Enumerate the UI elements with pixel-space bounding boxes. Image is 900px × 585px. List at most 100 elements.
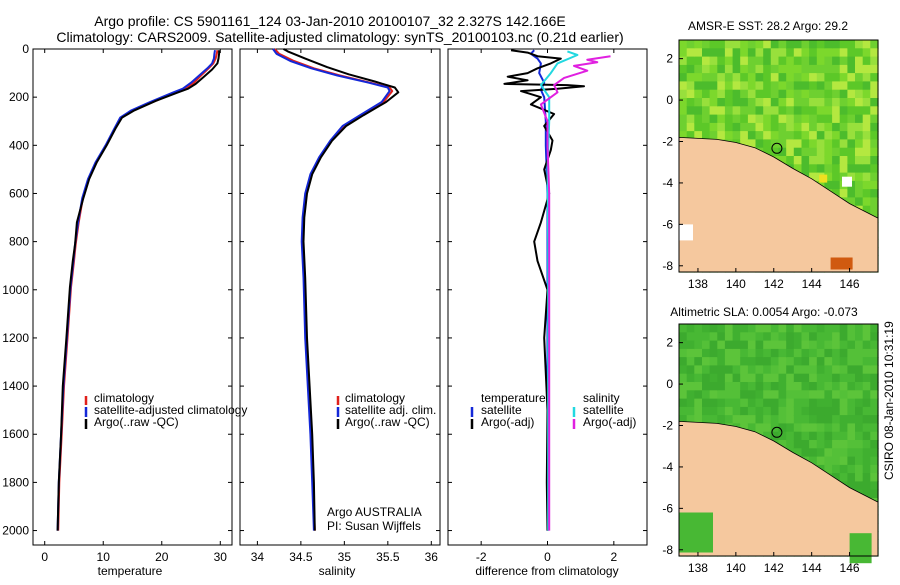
map-cell bbox=[862, 382, 871, 391]
map-cell bbox=[786, 348, 795, 358]
map-cell bbox=[832, 81, 841, 91]
series-line bbox=[56, 50, 221, 531]
map-cell bbox=[839, 98, 848, 107]
map-cell bbox=[862, 189, 871, 198]
map-cell bbox=[832, 139, 841, 149]
map-cell bbox=[778, 147, 787, 157]
map-cell bbox=[839, 114, 848, 124]
map-cell bbox=[709, 382, 718, 391]
difference-xlabel: difference from climatology bbox=[475, 564, 618, 578]
map-cell bbox=[793, 131, 803, 140]
map-cell bbox=[694, 357, 703, 366]
y-tick-label: 400 bbox=[9, 138, 29, 152]
map-cell bbox=[770, 324, 780, 333]
map-cell bbox=[870, 114, 879, 124]
map-cell bbox=[717, 365, 726, 375]
map-cell bbox=[809, 147, 818, 157]
map-cell bbox=[740, 106, 749, 116]
map-cell bbox=[778, 89, 787, 99]
map-cell bbox=[816, 423, 826, 433]
map-cell bbox=[740, 365, 749, 375]
map-cell bbox=[679, 332, 688, 342]
map-cell bbox=[801, 415, 810, 424]
map-cell bbox=[686, 114, 695, 124]
map-cell bbox=[809, 440, 818, 449]
map-cell bbox=[717, 122, 726, 132]
map-cell bbox=[740, 56, 749, 66]
map-cell bbox=[755, 89, 764, 99]
map-cell bbox=[755, 131, 764, 140]
map-cell bbox=[786, 390, 795, 400]
map-cell bbox=[801, 56, 810, 66]
map-cell bbox=[793, 64, 803, 74]
map-cell bbox=[809, 164, 818, 174]
map-cell bbox=[694, 89, 703, 99]
map-cell bbox=[724, 348, 734, 358]
difference-panel: -2 0 2 difference from climatology tempera… bbox=[447, 48, 648, 578]
map-cell bbox=[824, 448, 833, 458]
map-cell bbox=[732, 73, 741, 82]
map-cell bbox=[679, 131, 688, 140]
map-cell bbox=[870, 489, 879, 499]
map-cell bbox=[709, 56, 718, 66]
map-cell bbox=[747, 56, 757, 66]
map-cell bbox=[763, 73, 772, 82]
map-cell bbox=[717, 89, 726, 99]
map-cell bbox=[786, 365, 795, 375]
map-cell bbox=[862, 114, 871, 124]
map-cell bbox=[862, 340, 871, 350]
map-x-tick-label: 142 bbox=[764, 277, 784, 291]
map-cell bbox=[702, 106, 711, 116]
temperature-axes-frame bbox=[32, 48, 233, 546]
map-cell bbox=[770, 106, 780, 116]
map-cell bbox=[694, 131, 703, 140]
map-y-tick-label: -4 bbox=[662, 460, 673, 474]
map-cell bbox=[786, 415, 795, 424]
map-cell bbox=[755, 415, 764, 424]
map-cell bbox=[870, 139, 879, 149]
map-cell bbox=[740, 139, 749, 149]
map-cell bbox=[686, 73, 695, 82]
map-cell bbox=[786, 122, 795, 132]
map-cell bbox=[832, 348, 841, 358]
map-cell bbox=[809, 172, 818, 182]
map-cell bbox=[816, 365, 826, 375]
map-cell bbox=[855, 131, 864, 140]
map-cell bbox=[839, 415, 848, 424]
map-cell bbox=[870, 122, 879, 132]
map-cell bbox=[816, 431, 826, 441]
map-cell bbox=[778, 114, 787, 124]
map-cell bbox=[724, 415, 734, 424]
map-cell bbox=[809, 415, 818, 424]
map-cell bbox=[809, 139, 818, 149]
map-cell bbox=[839, 164, 848, 174]
map-cell bbox=[824, 131, 833, 140]
map-cell bbox=[832, 473, 841, 482]
map-cell bbox=[717, 73, 726, 82]
map-cell bbox=[855, 48, 864, 58]
map-cell bbox=[686, 48, 695, 58]
map-cell bbox=[686, 365, 695, 375]
map-cell bbox=[839, 89, 848, 99]
map-cell bbox=[763, 357, 772, 366]
map-cell bbox=[832, 180, 841, 190]
map-cell bbox=[763, 40, 772, 49]
map-cell bbox=[862, 40, 871, 49]
salinity-annotation-2: PI: Susan Wijffels bbox=[327, 519, 421, 533]
map-y-tick-label: 0 bbox=[666, 93, 673, 107]
map-cell bbox=[694, 98, 703, 107]
map-cell bbox=[763, 48, 772, 58]
map-cell bbox=[702, 56, 711, 66]
map-cell bbox=[709, 348, 718, 358]
map-cell bbox=[793, 89, 803, 99]
map-cell bbox=[702, 415, 711, 424]
map-cell bbox=[801, 340, 810, 350]
map-cell bbox=[824, 456, 833, 466]
map-cell bbox=[839, 440, 848, 449]
map-cell bbox=[679, 406, 688, 416]
map-cell bbox=[809, 406, 818, 416]
map-cell bbox=[862, 164, 871, 174]
map-cell bbox=[862, 106, 871, 116]
map-cell bbox=[686, 106, 695, 116]
map-cell bbox=[755, 122, 764, 132]
